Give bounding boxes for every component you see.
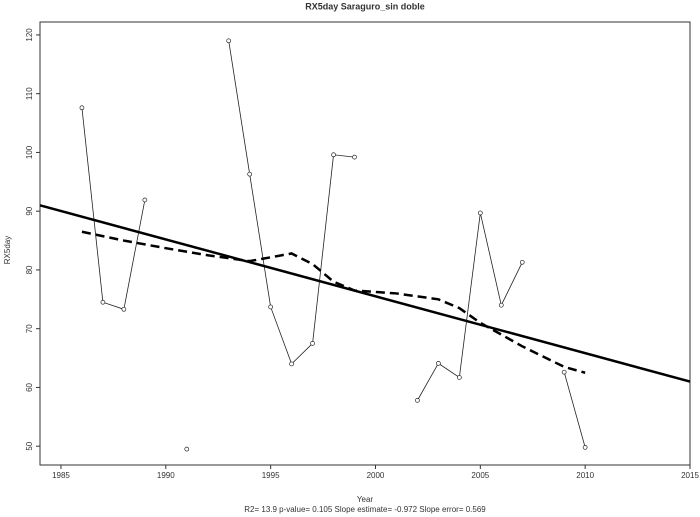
data-point [352, 154, 357, 160]
y-tick-label: 100 [25, 145, 34, 159]
data-point [268, 304, 273, 310]
plot-frame [39, 21, 691, 466]
x-tick-label: 2015 [681, 471, 699, 480]
data-point [142, 197, 148, 203]
data-point [519, 259, 525, 265]
trend-line [39, 204, 691, 383]
x-axis-label: Year [357, 495, 374, 504]
x-tick-label: 2000 [367, 471, 385, 480]
y-tick-label: 90 [25, 206, 34, 215]
data-point [121, 306, 127, 312]
data-point [561, 369, 567, 375]
x-tick-label: 2005 [471, 471, 489, 480]
data-point [415, 398, 420, 403]
chart-title: RX5day Saraguro_sin doble [305, 1, 425, 11]
y-tick-label: 80 [25, 265, 34, 274]
footer-stats: R2= 13.9 p-value= 0.105 Slope estimate= … [244, 505, 486, 514]
y-tick-label: 50 [25, 441, 34, 450]
smooth-line [81, 230, 586, 374]
data-point [331, 152, 336, 158]
y-tick-label: 120 [25, 28, 34, 42]
y-tick-label: 70 [25, 324, 34, 333]
x-tick-label: 2010 [576, 471, 594, 480]
data-point [247, 171, 253, 177]
data-point [100, 299, 106, 305]
x-tick-label: 1990 [157, 471, 175, 480]
data-point [226, 38, 232, 44]
data-point [498, 302, 504, 308]
y-tick-label: 110 [25, 87, 34, 100]
data-point [436, 361, 441, 366]
data-point [457, 375, 462, 380]
data-point [310, 341, 315, 346]
data-line [81, 40, 586, 448]
x-tick-label: 1995 [262, 471, 280, 480]
data-point [289, 361, 294, 367]
data-point [184, 446, 190, 452]
y-axis-label: RX5day [3, 236, 12, 264]
data-point [582, 445, 588, 450]
x-tick-label: 1985 [52, 471, 70, 480]
y-tick-label: 60 [25, 382, 34, 391]
data-point [79, 105, 85, 111]
data-point [477, 210, 483, 216]
